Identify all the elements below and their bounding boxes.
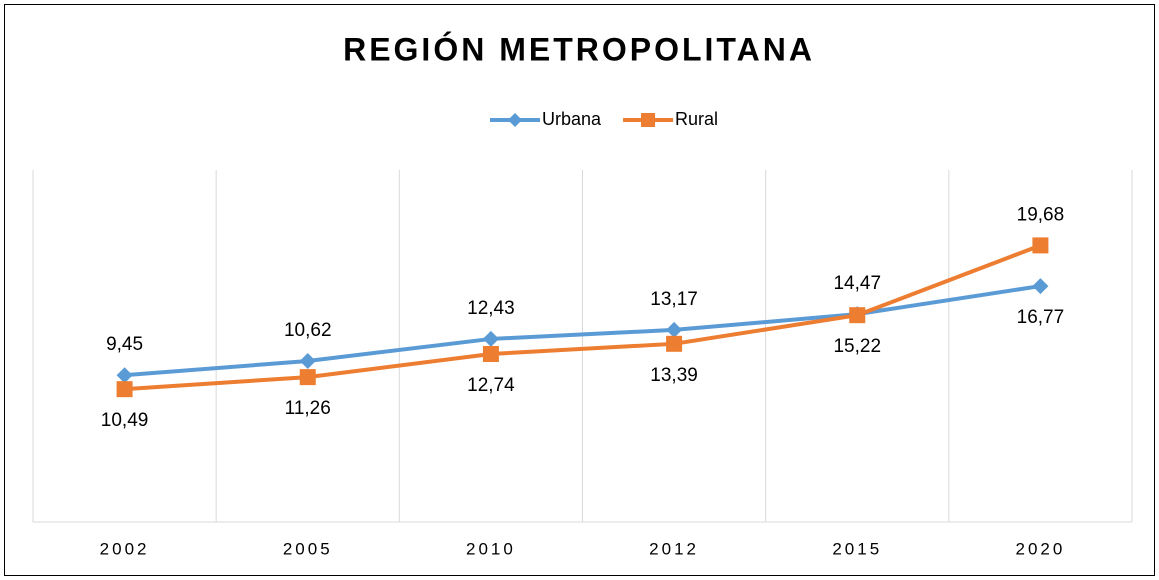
marker [1032,278,1049,295]
legend-label: Rural [675,109,718,129]
marker [116,367,133,384]
data-label: 13,17 [650,289,698,310]
marker [1032,237,1049,254]
data-label: 10,49 [101,410,149,431]
data-label: 19,68 [1017,204,1065,225]
marker [299,369,316,386]
x-tick-label: 2015 [832,539,882,558]
data-label: 16,77 [1017,307,1065,328]
marker [482,330,499,347]
legend-marker [641,113,656,127]
marker [482,345,499,362]
x-tick-label: 2005 [283,539,333,558]
marker [849,307,866,324]
x-tick-label: 2020 [1016,539,1066,558]
legend-marker [508,113,522,127]
chart-title: REGIÓN METROPOLITANA [343,31,815,67]
data-label: 15,22 [833,336,881,357]
x-tick-label: 2002 [100,539,150,558]
data-label: 13,39 [650,365,698,386]
marker [116,381,133,398]
data-label: 11,26 [285,398,331,419]
data-label: 14,47 [833,273,881,294]
series-line [124,243,1042,392]
data-label: 12,43 [467,298,515,319]
x-tick-label: 2012 [649,539,699,558]
series-line [124,284,1041,378]
data-label: 12,74 [467,375,515,396]
marker [666,335,683,352]
marker [299,352,316,369]
chart-border [4,4,1155,576]
legend-label: Urbana [542,109,602,129]
x-tick-label: 2010 [466,539,516,558]
marker [666,321,683,338]
data-label: 9,45 [106,334,143,355]
data-label: 10,62 [284,320,332,341]
